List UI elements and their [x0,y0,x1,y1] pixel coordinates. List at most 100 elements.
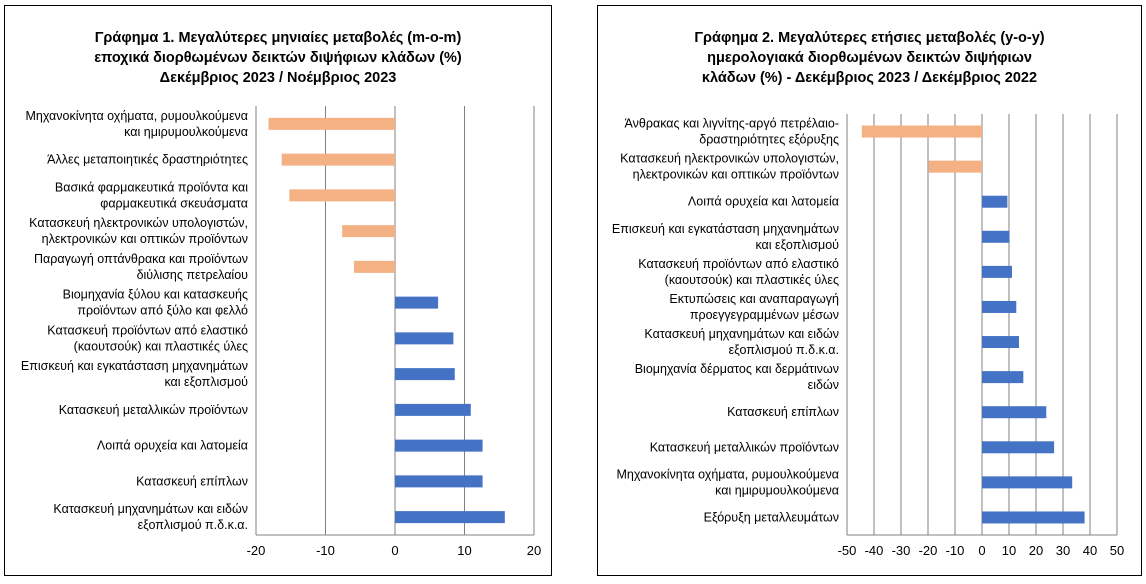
category-label: Βιομηχανία ξύλου και κατασκευής προϊόντων… [63,288,248,318]
category-label-line: Εξόρυξη μεταλλευμάτων [704,510,839,524]
bar [982,265,1012,278]
bar [982,300,1017,313]
category-label-line: Λοιπά ορυχεία και λατομεία [97,439,248,453]
bar [353,260,395,273]
x-tick-label: -50 [838,543,857,558]
bar [982,406,1047,419]
category-label-line: Λοιπά ορυχεία και λατομεία [688,195,839,209]
category-label-line: Κατασκευή προϊόντων από ελαστικό [638,257,839,271]
bar [982,441,1055,454]
category-label-line: Κατασκευή επίπλων [136,474,248,488]
category-label-line: και ημιρυμουλκούμενα [715,483,839,497]
x-tick-label: 10 [457,543,471,558]
x-tick-label: 20 [1029,543,1043,558]
bar [395,332,454,345]
category-label-line: ηλεκτρονικών και οπτικών προϊόντων [633,168,839,182]
category-label-line: Άνθρακας και λιγνίτης-αργό πετρέλαιο- [625,117,839,131]
x-tick-label: -20 [919,543,938,558]
category-label-line: και εξοπλισμού [755,238,839,252]
bar [982,476,1073,489]
x-tick-label: 50 [1110,543,1124,558]
category-label-line: Κατασκευή μηχανημάτων και ειδών [53,502,248,516]
chart-panel-monthly: Γράφημα 1. Μεγαλύτερες μηνιαίες μεταβολέ… [4,5,552,576]
category-label-line: Εκτυπώσεις και αναπαραγωγή [669,292,839,306]
category-label-line: και εξοπλισμού [164,375,248,389]
category-label: Κατασκευή προϊόντων από ελαστικό (καουτσο… [638,257,839,287]
category-label: Κατασκευή ηλεκτρονικών υπολογιστών, ηλεκτ… [620,152,839,182]
chart-title-line: Δεκέμβριος 2023 / Νοέμβριος 2023 [159,70,397,86]
bar [982,511,1085,524]
category-label-line: εξοπλισμού π.δ.κ.α. [729,343,839,357]
category-label-line: Κατασκευή ηλεκτρονικών υπολογιστών, [29,216,248,230]
bar [342,225,395,238]
chart-title: Γράφημα 1. Μεγαλύτερες μηνιαίες μεταβολέ… [5,28,551,88]
chart-title-line: Γράφημα 2. Μεγαλύτερες ετήσιες μεταβολές… [694,30,1045,46]
category-label-line: (καουτσούκ) και πλαστικές ύλες [665,273,839,287]
x-tick-label: -30 [892,543,911,558]
category-label: Κατασκευή μηχανημάτων και ειδών εξοπλισμο… [53,502,248,532]
category-label-line: Μηχανοκίνητα οχήματα, ρυμουλκούμενα [616,467,839,481]
category-label-line: Βιομηχανία δέρματος και δερμάτινων [635,362,839,376]
category-label-line: προϊόντων από ξύλο και φελλό [77,304,248,318]
bar [982,336,1019,349]
bar [395,296,439,309]
category-label-line: προεγγεγραμμένων μέσων [690,308,839,322]
category-label-line: Παραγωγή οπτάνθρακα και προϊόντων [34,252,248,266]
category-label: Κατασκευή επίπλων [727,405,839,419]
bar [982,230,1010,243]
chart-panel-yearly: Γράφημα 2. Μεγαλύτερες ετήσιες μεταβολές… [597,5,1142,576]
bar [395,511,505,524]
chart-title-line: κλάδων (%) - Δεκέμβριος 2023 / Δεκέμβριο… [701,70,1038,86]
category-label: Λοιπά ορυχεία και λατομεία [688,195,839,209]
bar [395,439,483,452]
category-label-line: Επισκευή και εγκατάσταση μηχανημάτων [21,359,248,373]
category-label: Κατασκευή μεταλλικών προϊόντων [650,440,839,454]
category-label-line: Βασικά φαρμακευτικά προϊόντα και [55,180,248,194]
category-label: Εξόρυξη μεταλλευμάτων [704,510,839,524]
x-tick-label: -10 [946,543,965,558]
x-tick-label: -20 [247,543,266,558]
x-tick-label: 40 [1083,543,1097,558]
category-label: Παραγωγή οπτάνθρακα και προϊόντων διύλιση… [34,252,248,282]
category-label: Άλλες μεταποιητικές δραστηριότητες [47,153,248,167]
bar-chart-yearly: Άνθρακας και λιγνίτης-αργό πετρέλαιο-δρα… [612,114,1124,558]
chart-title: Γράφημα 2. Μεγαλύτερες ετήσιες μεταβολές… [598,28,1141,88]
category-label-line: φαρμακευτικά σκευάσματα [100,196,248,210]
category-label: Άνθρακας και λιγνίτης-αργό πετρέλαιο-δρα… [625,117,839,147]
x-tick-label: 30 [1056,543,1070,558]
category-label: Κατασκευή προϊόντων από ελαστικό (καουτσο… [47,323,248,353]
x-tick-label: 0 [978,543,985,558]
category-label: Βιομηχανία δέρματος και δερμάτινων ειδών [635,362,839,392]
x-tick-label: -40 [865,543,884,558]
category-label-line: (καουτσούκ) και πλαστικές ύλες [74,339,248,353]
category-label: Μηχανοκίνητα οχήματα, ρυμουλκούμενα και η… [25,109,248,139]
category-label: Λοιπά ορυχεία και λατομεία [97,439,248,453]
category-label: Επισκευή και εγκατάσταση μηχανημάτων και … [612,222,839,252]
x-tick-label: 10 [1002,543,1016,558]
bar [395,475,483,488]
bar [289,189,395,202]
category-label-line: Κατασκευή μηχανημάτων και ειδών [644,327,839,341]
bar [281,153,395,166]
category-label-line: ηλεκτρονικών και οπτικών προϊόντων [42,232,248,246]
category-label-line: Άλλες μεταποιητικές δραστηριότητες [47,153,248,167]
x-tick-label: 20 [527,543,541,558]
bar [928,160,982,173]
category-label: Κατασκευή μεταλλικών προϊόντων [59,403,248,417]
category-label: Κατασκευή μηχανημάτων και ειδών εξοπλισμο… [644,327,839,357]
category-label: Κατασκευή ηλεκτρονικών υπολογιστών, ηλεκτ… [29,216,248,246]
category-label-line: Κατασκευή μεταλλικών προϊόντων [650,440,839,454]
category-label-line: Μηχανοκίνητα οχήματα, ρυμουλκούμενα [25,109,248,123]
x-tick-label: 0 [391,543,398,558]
x-tick-label: -10 [316,543,335,558]
bar [861,125,982,138]
category-label-line: Κατασκευή μεταλλικών προϊόντων [59,403,248,417]
category-label: Επισκευή και εγκατάσταση μηχανημάτων και … [21,359,248,389]
category-label-line: και ημιρυμουλκούμενα [124,125,248,139]
bar [395,368,455,381]
category-label: Εκτυπώσεις και αναπαραγωγή προεγγεγραμμέν… [669,292,839,322]
bar [268,117,395,130]
category-label-line: εξοπλισμού π.δ.κ.α. [138,518,248,532]
category-label: Κατασκευή επίπλων [136,474,248,488]
chart-title-line: ημερολογιακά διορθωμένων δεικτών διψήφιω… [707,50,1032,66]
